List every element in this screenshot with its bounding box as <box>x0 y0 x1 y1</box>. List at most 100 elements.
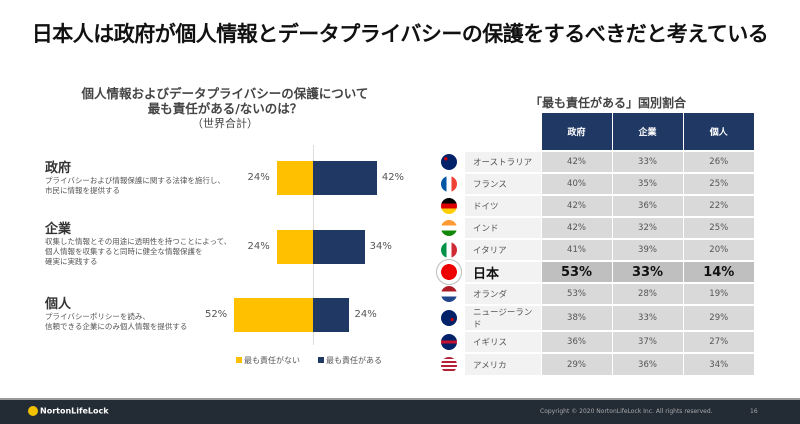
category-desc: 個人情報を収集すると同時に健全な情報保護を <box>45 247 203 256</box>
category-desc: 信頼できる企業にのみ個人情報を提供する <box>45 322 188 331</box>
cell-value: 33% <box>611 260 683 283</box>
bar-not-responsible <box>276 230 313 264</box>
cell-value: 28% <box>611 282 683 305</box>
bar-responsible <box>313 298 350 332</box>
cell-value: 41% <box>540 238 612 261</box>
new-zealand-flag-icon <box>441 310 457 326</box>
australia-flag-icon <box>441 154 457 170</box>
cell-value: 36% <box>611 352 683 375</box>
cell-value: 33% <box>611 150 683 173</box>
cell-value: 42% <box>540 150 612 173</box>
italy-flag-icon <box>441 242 457 258</box>
category-1: 企業 収集した情報とその用途に透明性を持つことによって、 個人情報を収集すると同… <box>45 218 255 267</box>
cell-value: 42% <box>540 194 612 217</box>
bar-not-responsible <box>233 298 313 332</box>
country-name: オランダ <box>465 282 541 305</box>
chart-title-line2: 最も責任がある/ないのは？ <box>147 101 303 116</box>
footer: NortonLifeLock Copyright © 2020 NortonLi… <box>0 398 800 424</box>
label-not-responsible: 24% <box>247 241 270 252</box>
label-responsible: 42% <box>381 172 405 183</box>
cell-value: 25% <box>682 216 754 239</box>
check-icon <box>28 406 38 416</box>
cell-value: 53% <box>540 282 612 305</box>
country-name: アメリカ <box>465 352 541 375</box>
cell-value: 40% <box>540 172 612 195</box>
table-title: 「最も責任がある」国別割合 <box>530 96 687 110</box>
legend-responsible: 最も責任がある <box>318 355 382 366</box>
cell-value: 53% <box>540 260 612 283</box>
country-name: インド <box>465 216 541 239</box>
country-name: フランス <box>465 172 541 195</box>
header-company: 企業 <box>611 113 683 151</box>
country-name: イギリス <box>465 330 541 353</box>
category-desc: プライバシーポリシーを読み、 <box>45 312 150 321</box>
legend-not-responsible: 最も責任がない <box>236 355 300 366</box>
cell-value: 42% <box>540 216 612 239</box>
label-not-responsible: 52% <box>204 309 228 320</box>
uk-flag-icon <box>441 334 457 350</box>
table-row: ドイツ 42% 36% 22% <box>433 194 754 217</box>
country-name: オーストラリア <box>465 150 541 173</box>
table-row: インド 42% 32% 25% <box>433 216 754 239</box>
bar-responsible <box>313 230 365 264</box>
cell-value: 32% <box>611 216 683 239</box>
cell-value: 36% <box>611 194 683 217</box>
cell-value: 27% <box>682 330 754 353</box>
bar-not-responsible <box>276 161 313 195</box>
india-flag-icon <box>441 220 457 236</box>
label-responsible: 24% <box>354 309 377 320</box>
country-name: 日本 <box>465 260 541 283</box>
japan-flag-icon <box>439 262 459 282</box>
country-name: ニュージーランド <box>465 304 541 331</box>
cell-value: 34% <box>682 352 754 375</box>
label-not-responsible: 24% <box>247 172 270 183</box>
category-0: 政府 プライバシーおよび情報保護に関する法律を施行し、 市民に情報を提供する <box>45 157 255 196</box>
label-responsible: 34% <box>369 241 392 252</box>
table-row: フランス 40% 35% 25% <box>433 172 754 195</box>
bar-responsible <box>313 161 377 195</box>
cell-value: 39% <box>611 238 683 261</box>
country-table: 政府 企業 個人 オーストラリア 42% 33% 26% フランス 40% 35% 25… <box>433 113 754 375</box>
france-flag-icon <box>441 176 457 192</box>
country-name: イタリア <box>465 238 541 261</box>
country-name: ドイツ <box>465 194 541 217</box>
norton-logo: NortonLifeLock <box>28 406 109 416</box>
usa-flag-icon <box>441 356 457 373</box>
table-row: イタリア 41% 39% 20% <box>433 238 754 261</box>
header-individual: 個人 <box>682 113 754 151</box>
cell-value: 29% <box>540 352 612 375</box>
category-name: 政府 <box>45 161 72 176</box>
chart-subtitle: （世界合計） <box>192 117 258 130</box>
cell-value: 38% <box>540 304 612 331</box>
category-name: 個人 <box>45 297 72 312</box>
cell-value: 19% <box>682 282 754 305</box>
germany-flag-icon <box>441 198 457 214</box>
cell-value: 25% <box>682 172 754 195</box>
category-desc: プライバシーおよび情報保護に関する法律を施行し、 <box>45 176 225 185</box>
netherlands-flag-icon <box>441 286 457 302</box>
category-desc: 確実に実践する <box>45 257 98 266</box>
cell-value: 22% <box>682 194 754 217</box>
slide-title: 日本人は政府が個人情報とデータプライバシーの保護をするべきだと考えている <box>31 22 769 46</box>
cell-value: 29% <box>682 304 754 331</box>
header-government: 政府 <box>540 113 612 151</box>
table-row: オランダ 53% 28% 19% <box>433 282 754 305</box>
copyright: Copyright © 2020 NortonLifeLock Inc. All… <box>540 408 713 415</box>
category-name: 企業 <box>45 222 72 237</box>
chart-title: 個人情報およびデータプライバシーの保護について 最も責任がある/ないのは？ （世… <box>60 86 390 131</box>
cell-value: 33% <box>611 304 683 331</box>
table-row: 日本 53% 33% 14% <box>433 260 754 283</box>
page-number: 16 <box>750 408 758 415</box>
cell-value: 14% <box>682 260 754 283</box>
table-row: ニュージーランド 38% 33% 29% <box>433 304 754 331</box>
chart-title-line1: 個人情報およびデータプライバシーの保護について <box>81 86 369 101</box>
cell-value: 20% <box>682 238 754 261</box>
category-2: 個人 プライバシーポリシーを読み、 信頼できる企業にのみ個人情報を提供する <box>45 293 255 332</box>
cell-value: 37% <box>611 330 683 353</box>
cell-value: 36% <box>540 330 612 353</box>
cell-value: 26% <box>682 150 754 173</box>
table-row: イギリス 36% 37% 27% <box>433 330 754 353</box>
category-desc: 市民に情報を提供する <box>45 186 120 195</box>
cell-value: 35% <box>611 172 683 195</box>
table-row: オーストラリア 42% 33% 26% <box>433 150 754 173</box>
